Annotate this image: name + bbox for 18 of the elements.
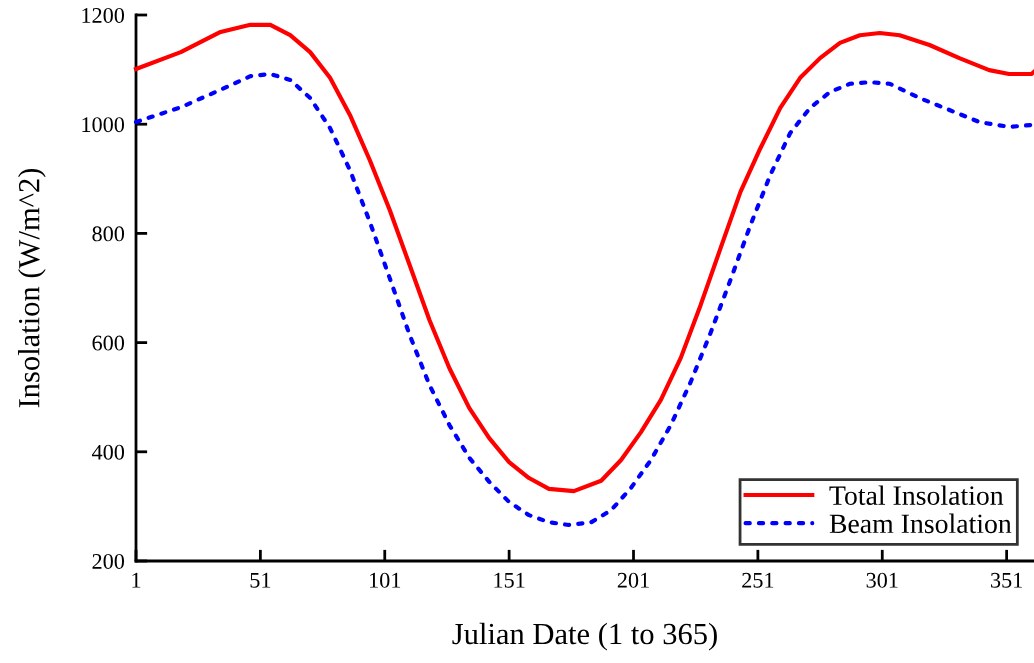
x-tick-label: 301 bbox=[866, 572, 898, 588]
x-tick-label: 101 bbox=[370, 572, 401, 588]
y-tick-label: 200 bbox=[92, 553, 125, 569]
x-tick-label: 51 bbox=[250, 572, 271, 588]
x-tick-label: 351 bbox=[991, 572, 1022, 588]
y-tick-label: 400 bbox=[91, 444, 125, 460]
y-tick-label: 800 bbox=[92, 226, 125, 242]
legend-label: Beam Insolation bbox=[829, 513, 1012, 534]
x-tick-label: 251 bbox=[742, 572, 774, 588]
legend-label: Total Insolation bbox=[829, 485, 1004, 505]
y-tick-label: 600 bbox=[92, 335, 125, 351]
y-axis-title: Insolation (W/m^2) bbox=[18, 168, 46, 408]
x-axis-title: Julian Date (1 to 365) bbox=[452, 622, 717, 651]
x-tick-label: 1 bbox=[132, 572, 141, 588]
y-tick-label: 1200 bbox=[82, 7, 125, 23]
y-tick-label: 1000 bbox=[82, 117, 125, 133]
x-tick-label: 201 bbox=[617, 572, 649, 588]
x-tick-label: 151 bbox=[494, 572, 525, 588]
